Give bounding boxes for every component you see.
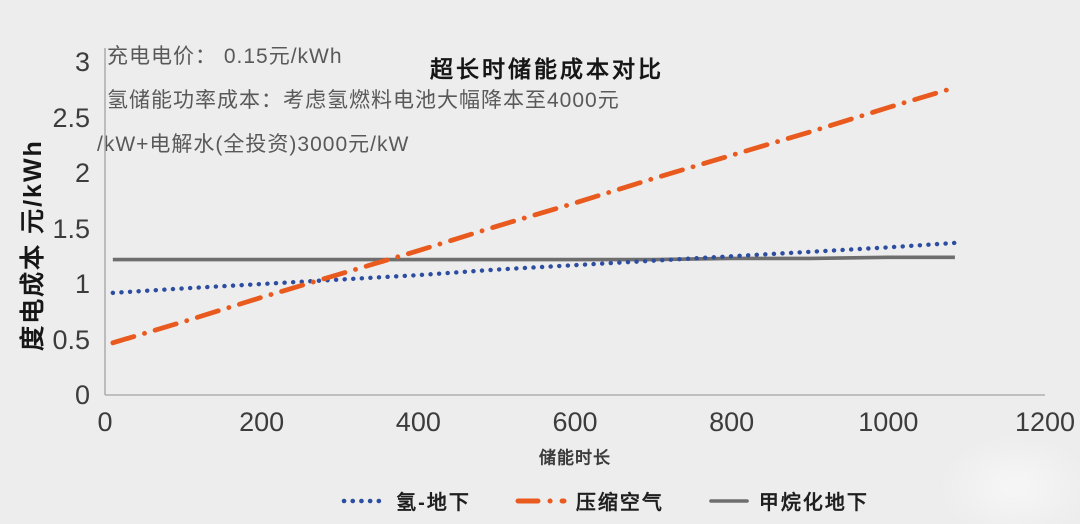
y-tick-label: 0 bbox=[74, 380, 90, 410]
dotted-line-icon bbox=[341, 498, 387, 503]
annotation-charging-price: 充电电价： 0.15元/kWh bbox=[107, 45, 343, 68]
x-tick-label: 800 bbox=[709, 407, 755, 437]
legend-label-compressed-air: 压缩空气 bbox=[575, 492, 664, 514]
dash-dot-line-icon bbox=[515, 498, 567, 503]
y-tick-label: 3 bbox=[74, 47, 90, 77]
x-tick-label: 200 bbox=[239, 407, 285, 437]
legend-item-methanation-underground: 甲烷化地下 bbox=[708, 486, 869, 515]
y-tick-label: 1 bbox=[74, 269, 90, 299]
legend: 氢-地下 压缩空气 甲烷化地下 bbox=[130, 486, 1080, 515]
annotation-hydrogen-power-cost-line2: /kW+电解水(全投资)3000元/kW bbox=[97, 133, 410, 156]
annotation-hydrogen-power-cost-line1: 氢储能功率成本：考虑氢燃料电池大幅降本至4000元 bbox=[107, 89, 620, 112]
x-axis-title: 储能时长 bbox=[539, 448, 611, 468]
legend-item-hydrogen-underground: 氢-地下 bbox=[341, 486, 471, 515]
x-tick-label: 400 bbox=[395, 407, 441, 437]
legend-label-hydrogen-underground: 氢-地下 bbox=[396, 492, 471, 514]
x-tick-label: 1000 bbox=[858, 407, 919, 437]
legend-label-methanation-underground: 甲烷化地下 bbox=[758, 492, 869, 514]
x-tick-label: 600 bbox=[552, 407, 598, 437]
x-tick-label: 1200 bbox=[1014, 407, 1076, 437]
y-tick-label: 2.5 bbox=[52, 102, 90, 133]
solid-line-icon bbox=[709, 498, 749, 503]
legend-item-compressed-air: 压缩空气 bbox=[515, 486, 664, 515]
x-tick-label: 0 bbox=[97, 407, 113, 437]
chart-title: 超长时储能成本对比 bbox=[430, 56, 664, 82]
y-tick-label: 0.5 bbox=[52, 324, 90, 355]
y-tick-label: 1.5 bbox=[52, 213, 90, 244]
y-tick-label: 2 bbox=[74, 158, 90, 188]
